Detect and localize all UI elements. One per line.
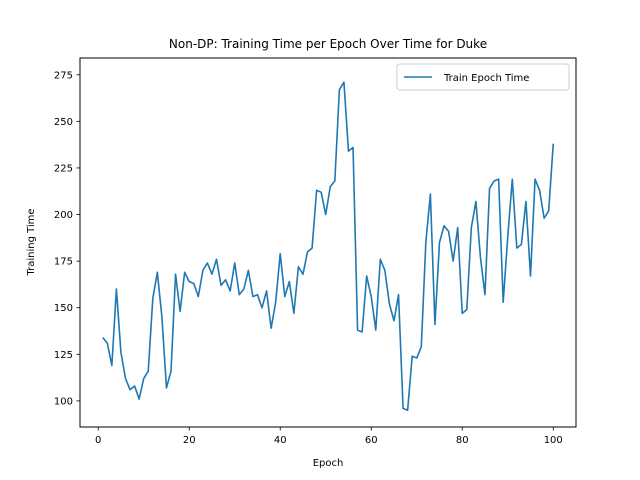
x-tick-label: 60 — [365, 435, 378, 446]
axes-frame — [79, 57, 577, 428]
x-tick-label: 100 — [544, 435, 563, 446]
chart-title: Non-DP: Training Time per Epoch Over Tim… — [169, 37, 487, 51]
y-tick-label: 175 — [54, 257, 73, 268]
x-tick-label: 40 — [274, 435, 287, 446]
x-axis-label: Epoch — [313, 458, 344, 469]
y-tick-label: 100 — [54, 396, 73, 407]
x-tick-label: 0 — [95, 435, 101, 446]
y-axis-label: Training Time — [26, 208, 37, 276]
series-line-train-epoch-time — [102, 81, 555, 412]
y-tick-label: 275 — [54, 70, 73, 81]
legend: Train Epoch Time — [396, 63, 570, 91]
y-tick-label: 200 — [54, 210, 73, 221]
y-tick-label: 125 — [54, 350, 73, 361]
y-axis: 100 125 150 175 200 225 250 275 — [54, 70, 80, 407]
y-tick-label: 250 — [54, 117, 73, 128]
legend-box — [396, 63, 570, 91]
y-tick-label: 150 — [54, 303, 73, 314]
x-axis: 0 20 40 60 80 100 — [95, 427, 563, 446]
x-tick-label: 20 — [183, 435, 196, 446]
plot-area: 0 20 40 60 80 100 100 125 150 175 200 225 250 275 — [54, 57, 577, 446]
x-tick-label: 80 — [456, 435, 469, 446]
y-tick-label: 225 — [54, 163, 73, 174]
legend-label: Train Epoch Time — [443, 73, 529, 84]
